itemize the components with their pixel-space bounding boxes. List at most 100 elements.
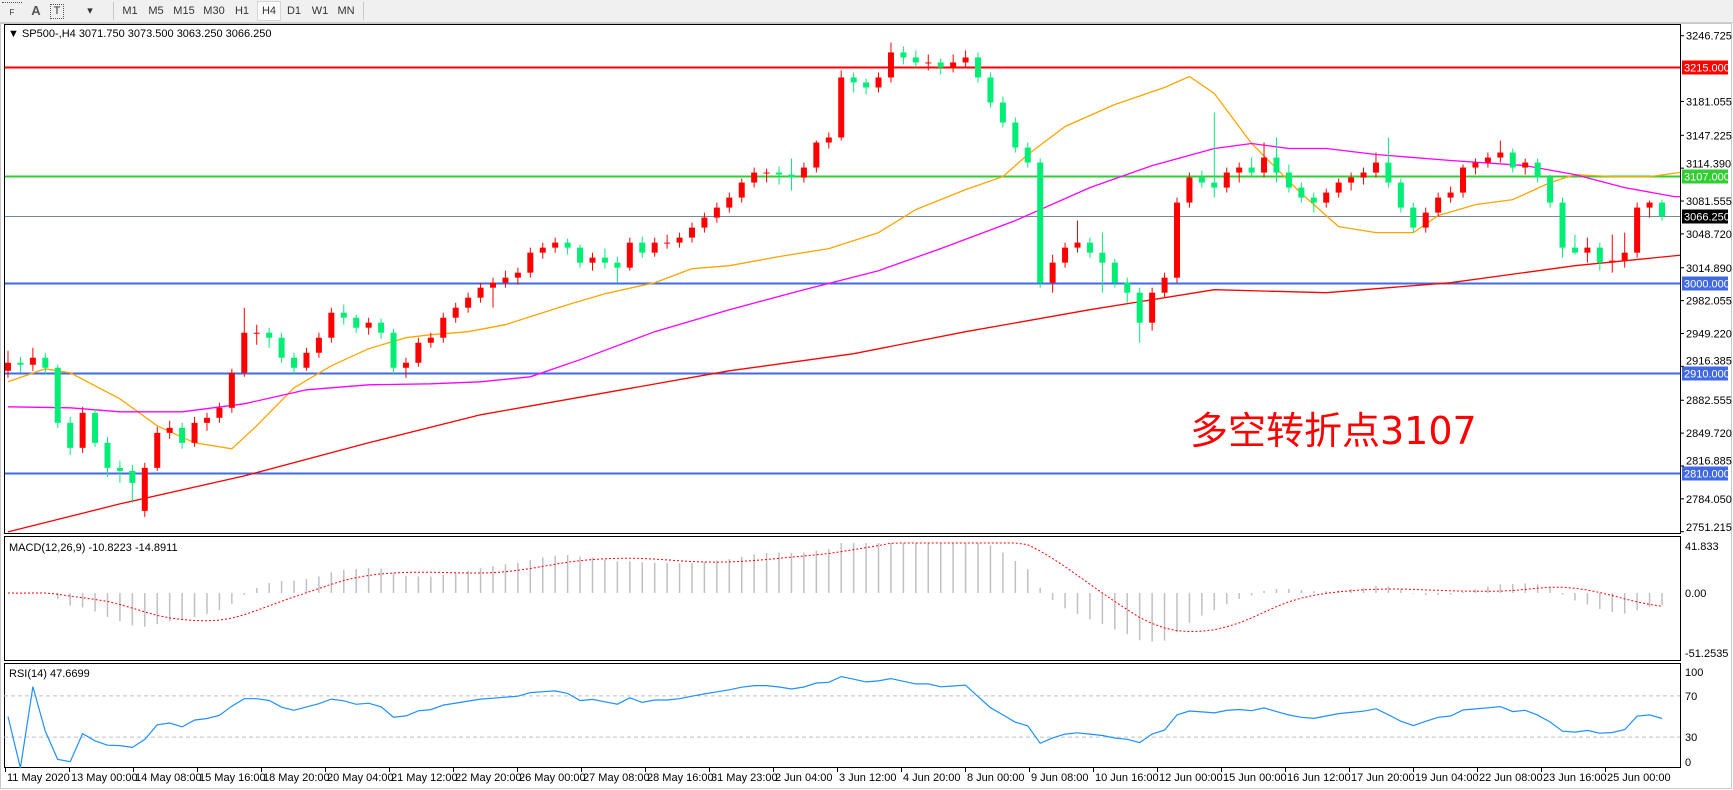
- candle-bearish: [1248, 167, 1255, 173]
- period-m30-button[interactable]: M30: [203, 5, 225, 17]
- candle-bullish: [527, 252, 534, 273]
- candle-bullish: [925, 62, 932, 64]
- price-tick-label: 3081.555: [1686, 196, 1732, 208]
- candle-bullish: [514, 272, 521, 278]
- candle-bullish: [228, 372, 235, 408]
- level-label: 3215.000: [1684, 63, 1730, 75]
- candle-bullish: [1236, 167, 1243, 173]
- period-m1-button[interactable]: M1: [122, 5, 138, 17]
- time-label: 21 May 12:00: [391, 772, 458, 784]
- candle-bullish: [465, 297, 472, 308]
- candle-bullish: [676, 237, 683, 243]
- candle-bearish: [1111, 262, 1118, 283]
- candle-bullish: [887, 52, 894, 78]
- time-label: 4 Jun 20:00: [903, 772, 961, 784]
- time-label: 15 May 16:00: [199, 772, 266, 784]
- period-mn-button[interactable]: MN: [337, 5, 355, 17]
- candle-bullish: [1049, 262, 1056, 283]
- candle-bearish: [601, 257, 608, 263]
- candle-bullish: [539, 247, 546, 253]
- candle-bullish: [203, 417, 210, 423]
- candle-bearish: [1385, 162, 1392, 183]
- period-h4-button[interactable]: H4: [257, 1, 281, 21]
- main-plot: [5, 42, 1680, 533]
- main-panel-border: [4, 24, 1681, 534]
- candle-bullish: [738, 182, 745, 198]
- toolbar: F A T ▾ M1 M5 M15 M30 H1 H4 D1 W1 MN: [0, 0, 1733, 23]
- time-label: 16 Jun 12:00: [1287, 772, 1351, 784]
- candle-bullish: [365, 322, 372, 328]
- time-label: 22 May 20:00: [455, 772, 522, 784]
- candle-bullish: [1372, 162, 1379, 173]
- time-label: 27 May 08:00: [583, 772, 650, 784]
- level-label: 3000.000: [1684, 279, 1730, 291]
- candle-bearish: [1024, 147, 1031, 163]
- candle-bullish: [1161, 277, 1168, 293]
- candle-bullish: [825, 137, 832, 143]
- candle-bullish: [1522, 162, 1529, 168]
- period-h1-button[interactable]: H1: [234, 5, 250, 17]
- candle-bullish: [490, 282, 497, 288]
- candle-bullish: [1422, 212, 1429, 228]
- candle-bullish: [191, 422, 198, 443]
- candle-bullish: [5, 362, 11, 371]
- candle-bullish: [1261, 157, 1268, 173]
- candle-bearish: [104, 442, 111, 468]
- candle-bullish: [1323, 192, 1330, 203]
- price-tick-label: 2784.050: [1686, 494, 1732, 506]
- chart-header: ▼ SP500-,H4 3071.750 3073.500 3063.250 3…: [8, 28, 272, 40]
- period-w1-button[interactable]: W1: [311, 5, 329, 17]
- time-label: 22 Jun 08:00: [1479, 772, 1543, 784]
- price-tick-label: 3147.225: [1686, 130, 1732, 142]
- candle-bullish: [664, 242, 671, 244]
- level-label: 2910.000: [1684, 369, 1730, 381]
- rsi-panel-border: [4, 663, 1681, 768]
- candle-bullish: [688, 227, 695, 238]
- candle-bearish: [129, 470, 136, 483]
- candle-bearish: [776, 172, 783, 175]
- candle-bullish: [29, 357, 36, 365]
- candle-bearish: [92, 412, 99, 443]
- candle-bearish: [1547, 177, 1554, 203]
- price-tick-label: 3246.725: [1686, 31, 1732, 43]
- level-label: 3066.250: [1684, 212, 1730, 224]
- candle-bearish: [937, 62, 944, 68]
- candle-bearish: [863, 82, 870, 88]
- period-m5-button[interactable]: M5: [148, 5, 164, 17]
- level-label-bg: [1682, 60, 1728, 75]
- text-label-icon[interactable]: T: [50, 4, 64, 19]
- fibonacci-fan-icon[interactable]: F: [2, 2, 22, 21]
- candle-bullish: [477, 287, 484, 298]
- level-label-bg: [1682, 209, 1728, 224]
- moving-average-line: [7, 142, 1680, 413]
- period-d1-button[interactable]: D1: [286, 5, 302, 17]
- candle-bullish: [141, 467, 148, 511]
- candle-bearish: [1298, 187, 1305, 198]
- time-label: 31 May 23:00: [711, 772, 778, 784]
- candle-bullish: [1447, 192, 1454, 198]
- candle-bullish: [726, 197, 733, 208]
- time-label: 26 May 00:00: [519, 772, 586, 784]
- price-tick-label: 2751.215: [1686, 522, 1732, 534]
- candle-bearish: [1509, 152, 1516, 168]
- candle-bearish: [179, 427, 186, 443]
- candle-bearish: [1124, 282, 1131, 293]
- arrows-icon[interactable]: ▾: [87, 5, 93, 17]
- text-icon[interactable]: A: [31, 3, 41, 18]
- candle-bullish: [241, 332, 248, 373]
- macd-tick-label: 0.00: [1685, 588, 1706, 600]
- price-tick-label: 2982.055: [1686, 296, 1732, 308]
- annotation-text: 多空转折点3107: [1190, 409, 1477, 453]
- candle-bullish: [154, 432, 161, 468]
- candle-bearish: [975, 57, 982, 78]
- period-m15-button[interactable]: M15: [173, 5, 195, 17]
- candle-bearish: [17, 362, 24, 365]
- collapse-triangle-icon[interactable]: ▼: [8, 28, 22, 40]
- candle-bearish: [1571, 247, 1578, 253]
- candle-bullish: [651, 242, 658, 253]
- rsi-tick-label: 0: [1685, 757, 1691, 769]
- candle-bearish: [564, 242, 571, 248]
- candle-bearish: [340, 312, 347, 318]
- candle-bullish: [1435, 197, 1442, 213]
